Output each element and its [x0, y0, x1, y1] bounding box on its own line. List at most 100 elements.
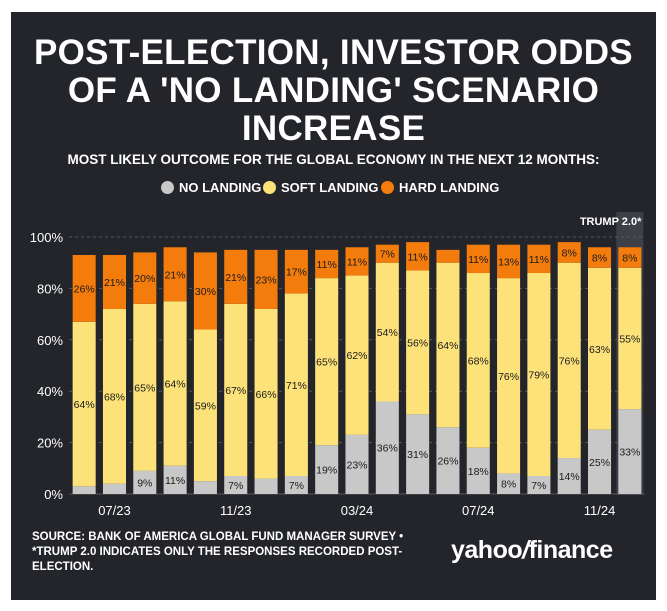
y-tick-label: 40%	[37, 384, 63, 399]
legend-swatch-no-landing	[161, 181, 174, 194]
data-label: 68%	[468, 355, 489, 367]
data-label: 64%	[437, 340, 458, 352]
bar-segment-no-landing	[497, 473, 521, 494]
data-label: 71%	[286, 380, 307, 392]
bar-segment-hard-landing	[72, 254, 96, 322]
bar-segment-soft-landing	[527, 272, 551, 477]
bar-segment-hard-landing	[436, 249, 460, 263]
data-label: 76%	[559, 355, 580, 367]
bar-segment-soft-landing	[72, 321, 96, 487]
title-line-2: OF A 'NO LANDING' SCENARIO	[67, 71, 600, 110]
bar-segment-soft-landing	[163, 301, 187, 466]
data-label: 79%	[528, 369, 549, 381]
data-label: 14%	[559, 471, 580, 483]
bar-segment-no-landing	[72, 486, 96, 494]
bar-segment-hard-landing	[588, 247, 612, 268]
chart-panel: POST-ELECTION, INVESTOR ODDS OF A 'NO LA…	[11, 12, 656, 600]
data-label: 68%	[104, 391, 125, 403]
bar-segment-hard-landing	[224, 249, 248, 304]
bar-segment-no-landing	[315, 445, 339, 494]
subtitle: MOST LIKELY OUTCOME FOR THE GLOBAL ECONO…	[67, 152, 600, 167]
data-label: 25%	[589, 457, 610, 469]
bar-segment-hard-landing	[497, 244, 521, 279]
legend-item-soft-landing: SOFT LANDING	[263, 180, 379, 196]
bar-segment-soft-landing	[618, 267, 642, 410]
source-line-1: SOURCE: BANK OF AMERICA GLOBAL FUND MANA…	[32, 531, 404, 543]
brand-finance: finance	[528, 536, 614, 564]
data-label: 26%	[74, 283, 95, 295]
legend-label-soft-landing: SOFT LANDING	[281, 180, 379, 195]
data-label: 56%	[407, 337, 428, 349]
bar-segment-soft-landing	[436, 262, 460, 428]
bar-segment-hard-landing	[102, 254, 126, 309]
data-label: 21%	[165, 269, 186, 281]
x-tick-label: 07/23	[98, 503, 131, 518]
bar-segment-soft-landing	[133, 303, 157, 471]
y-tick-label: 0%	[44, 487, 63, 502]
data-label: 62%	[346, 350, 367, 362]
bar-segment-no-landing	[406, 414, 430, 494]
data-label: 7%	[289, 480, 304, 492]
data-label: 17%	[286, 267, 307, 279]
title-line-1: POST-ELECTION, INVESTOR ODDS	[34, 33, 633, 72]
x-tick-label: 03/24	[341, 503, 374, 518]
data-label: 26%	[437, 456, 458, 468]
data-label: 8%	[592, 253, 607, 265]
bar-segment-soft-landing	[224, 303, 248, 477]
data-label: 59%	[195, 400, 216, 412]
data-label: 11%	[165, 475, 185, 487]
bar-segment-soft-landing	[345, 275, 369, 435]
data-label: 65%	[134, 382, 155, 394]
bar-segment-soft-landing	[406, 270, 430, 415]
bar-segment-hard-landing	[254, 249, 278, 309]
data-label: 11%	[317, 259, 337, 271]
bar-segment-hard-landing	[284, 249, 308, 294]
stacked-bar-chart: TRUMP 2.0* 0% 20% 40% 60% 80% 100% 64% 26% 68% 21%…	[30, 212, 645, 518]
data-label: 36%	[377, 443, 398, 455]
data-label: 21%	[104, 277, 125, 289]
x-tick-label: 07/24	[462, 503, 495, 518]
trump-annotation: TRUMP 2.0*	[580, 216, 642, 228]
data-label: 9%	[137, 477, 152, 489]
data-label: 7%	[380, 249, 395, 261]
bar-segment-no-landing	[527, 476, 551, 494]
bar-segment-hard-landing	[557, 242, 581, 263]
data-label: 33%	[619, 447, 640, 459]
bar-segment-no-landing	[375, 401, 399, 494]
bar-segment-no-landing	[284, 476, 308, 494]
data-label: 66%	[256, 389, 277, 401]
bar-segment-no-landing	[102, 483, 126, 494]
y-tick-label: 20%	[37, 436, 63, 451]
legend-item-hard-landing: HARD LANDING	[381, 180, 499, 196]
bar-segment-hard-landing	[375, 244, 399, 263]
bar-segment-hard-landing	[315, 249, 339, 279]
bar-segment-soft-landing	[497, 278, 521, 474]
bar-segment-no-landing	[466, 447, 490, 494]
y-tick-label: 100%	[30, 230, 64, 245]
title-line-3: INCREASE	[241, 109, 426, 148]
data-label: 30%	[195, 286, 216, 298]
legend-item-no-landing: NO LANDING	[161, 180, 261, 196]
data-label: 20%	[134, 273, 155, 285]
data-label: 19%	[316, 465, 337, 477]
bar-segment-soft-landing	[315, 278, 339, 446]
bar-segment-soft-landing	[557, 262, 581, 459]
bar-segment-no-landing	[133, 470, 157, 494]
data-label: 8%	[622, 253, 637, 265]
bar-segment-no-landing	[436, 427, 460, 494]
data-label: 23%	[256, 274, 277, 286]
bar-segment-hard-landing	[163, 247, 187, 302]
bar-segment-soft-landing	[466, 272, 490, 448]
data-label: 54%	[377, 327, 398, 339]
data-label: 11%	[468, 254, 488, 266]
y-tick-label: 60%	[37, 333, 63, 348]
y-tick-label: 80%	[37, 281, 63, 296]
bar-segment-soft-landing	[254, 308, 278, 479]
bar-segment-soft-landing	[193, 329, 217, 482]
data-label: 65%	[316, 357, 337, 369]
data-label: 11%	[408, 251, 428, 263]
data-label: 8%	[562, 247, 577, 259]
x-tick-label: 11/23	[220, 503, 252, 518]
data-label: 76%	[498, 371, 519, 383]
